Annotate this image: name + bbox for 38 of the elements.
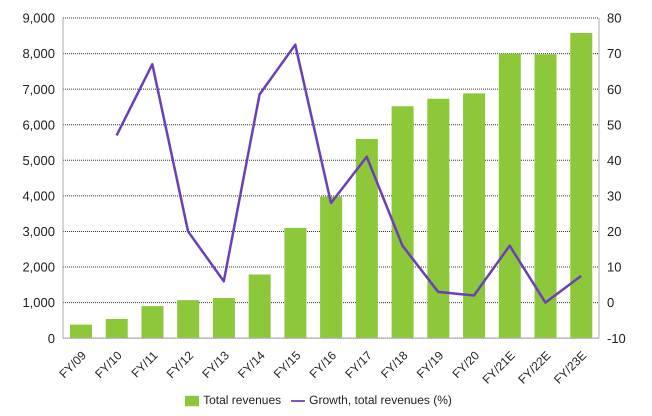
bar [463, 93, 486, 338]
bar [534, 54, 557, 338]
bar [106, 318, 128, 338]
bar [248, 274, 271, 338]
y2-tick-label: 40 [607, 152, 622, 168]
y-tick-label: 0 [48, 330, 55, 346]
y-tick-label: 3,000 [22, 224, 55, 240]
y-tick-label: 2,000 [22, 260, 55, 275]
bar [392, 106, 414, 338]
line-series [115, 43, 582, 304]
bar [212, 298, 235, 338]
y2-tick-label: 50 [607, 117, 622, 132]
y2-tick-label: -10 [607, 330, 626, 346]
legend-label: Growth, total revenues (%) [309, 393, 452, 408]
y-tick-label: 9,000 [22, 10, 55, 26]
y-tick-label: 1,000 [22, 295, 55, 310]
y2-tick-label: 60 [607, 82, 622, 97]
y2-tick-label: 0 [607, 295, 614, 310]
bar [498, 54, 521, 338]
y2-tick-label: 80 [607, 10, 622, 26]
y2-tick-label: 20 [607, 224, 622, 240]
bar [356, 138, 378, 338]
bar [141, 306, 164, 338]
y-tick-label: 4,000 [22, 188, 55, 204]
bar [320, 196, 342, 338]
y-tick-label: 6,000 [22, 117, 55, 132]
y2-tick-label: 70 [607, 46, 622, 62]
bar [570, 32, 592, 338]
y2-tick-label: 30 [607, 188, 622, 204]
bar [177, 300, 200, 338]
y-tick-label: 7,000 [22, 82, 55, 97]
bar [70, 324, 92, 338]
legend-label: Total revenues [203, 393, 282, 408]
bar [284, 228, 306, 338]
y-tick-label: 5,000 [22, 152, 55, 168]
y2-tick-label: 10 [607, 260, 622, 275]
bar [427, 98, 450, 338]
y-tick-label: 8,000 [22, 46, 55, 62]
